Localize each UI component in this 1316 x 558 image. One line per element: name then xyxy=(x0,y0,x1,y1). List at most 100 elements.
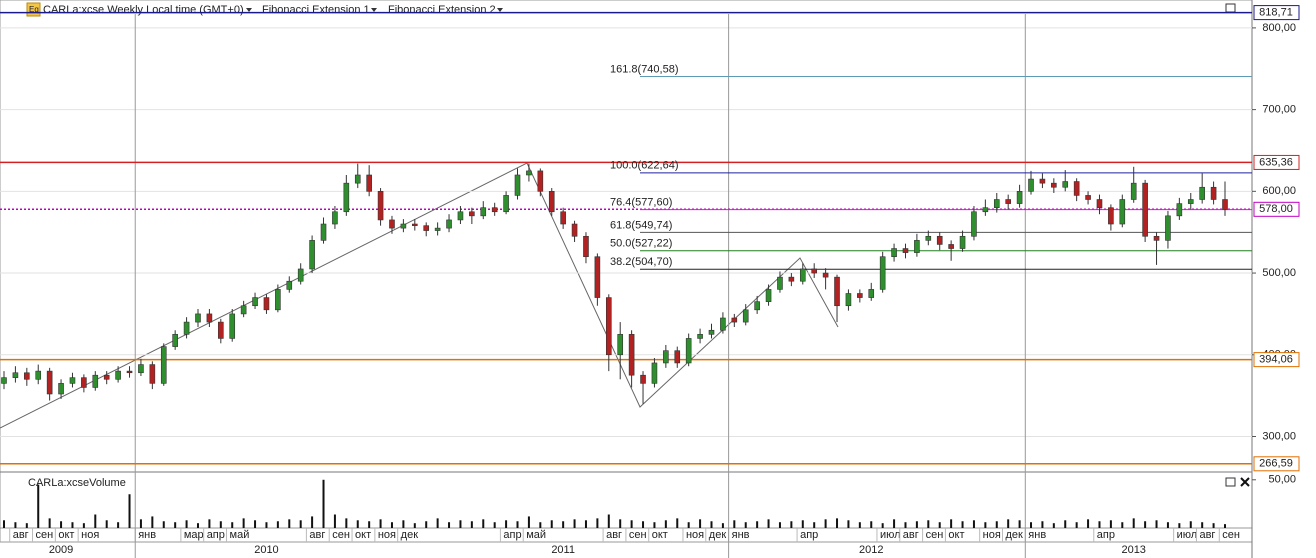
header-study[interactable]: Fibonacci Extension 2 xyxy=(388,4,496,16)
candle-body xyxy=(400,223,407,229)
icon-text: Eq xyxy=(29,5,39,14)
month-label: май xyxy=(230,529,250,541)
header-study[interactable]: Fibonacci Extension 1 xyxy=(262,4,370,16)
candle-body xyxy=(1222,199,1228,210)
volume-bar xyxy=(550,520,553,528)
candle-body xyxy=(1165,215,1171,241)
candle-body xyxy=(46,370,53,395)
volume-bar xyxy=(596,518,599,528)
candle-body xyxy=(491,207,498,213)
year-label: 2011 xyxy=(551,544,575,556)
month-label: ноя xyxy=(81,529,99,541)
volume-bar xyxy=(1087,519,1090,528)
candle-body xyxy=(720,317,726,331)
volume-bar xyxy=(995,521,998,528)
month-label: ноя xyxy=(378,529,396,541)
candle-body xyxy=(275,289,281,311)
candle-body xyxy=(640,374,646,384)
volume-bar xyxy=(448,522,451,528)
candle-body xyxy=(469,211,475,217)
candle-body xyxy=(81,377,87,388)
candle-body xyxy=(297,268,304,282)
y-tick-label: 800,00 xyxy=(1262,22,1296,34)
candle-body xyxy=(993,199,1000,208)
dropdown-arrow[interactable] xyxy=(246,8,252,12)
candle-body xyxy=(103,374,110,380)
candle-body xyxy=(1119,199,1126,225)
candle-body xyxy=(389,219,395,229)
volume-bar xyxy=(756,521,759,528)
candle-body xyxy=(811,268,817,274)
volume-bar xyxy=(915,521,918,528)
month-label: дек xyxy=(401,529,419,541)
volume-bar xyxy=(1189,521,1192,528)
candle-body xyxy=(434,227,441,231)
month-label: дек xyxy=(1005,529,1023,541)
candle-body xyxy=(183,321,190,335)
volume-bar xyxy=(14,522,17,528)
dropdown-arrow[interactable] xyxy=(497,8,503,12)
header-symbol[interactable]: CARLa:xcse Weekly Local time (GMT+0) xyxy=(43,4,244,16)
candle-body xyxy=(1096,199,1103,208)
volume-bar xyxy=(390,522,393,528)
volume-bar xyxy=(1098,521,1101,528)
volume-bar xyxy=(128,494,131,528)
volume-bar xyxy=(482,519,485,528)
volume-bar xyxy=(630,520,633,528)
volume-bar xyxy=(733,520,736,528)
month-label: сен xyxy=(629,529,647,541)
month-label: янв xyxy=(138,529,156,541)
volume-bar xyxy=(459,520,462,528)
candle-body xyxy=(12,372,19,378)
candle-body xyxy=(412,223,418,226)
candle-body xyxy=(571,223,578,237)
candle-body xyxy=(891,248,897,258)
level-label: 818,71 xyxy=(1259,7,1293,19)
candle-body xyxy=(149,364,156,384)
month-label: дек xyxy=(709,529,727,541)
volume-bar xyxy=(254,520,257,528)
month-label: янв xyxy=(1028,529,1046,541)
candle-body xyxy=(754,301,760,311)
month-label: сен xyxy=(1222,529,1240,541)
close-button[interactable] xyxy=(1240,477,1250,487)
month-label: июл xyxy=(880,529,901,541)
volume-bar xyxy=(1052,523,1055,528)
candle-body xyxy=(788,276,795,282)
candle-body xyxy=(742,309,749,323)
candle-body xyxy=(1039,178,1046,184)
volume-bar xyxy=(664,520,667,528)
volume-bar xyxy=(1155,520,1158,528)
candle-body xyxy=(286,280,293,290)
volume-bar xyxy=(790,521,793,528)
level-label: 266,59 xyxy=(1259,458,1293,470)
level-label-box xyxy=(1253,456,1300,472)
volume-bar xyxy=(1166,522,1169,528)
volume-bar xyxy=(619,519,622,528)
candle-body xyxy=(663,350,669,364)
candle-body xyxy=(263,297,270,311)
volume-bar xyxy=(881,523,884,528)
year-label: 2012 xyxy=(859,544,883,556)
level-label-box xyxy=(1253,201,1300,217)
volume-bar xyxy=(516,521,519,528)
candle-body xyxy=(206,313,213,323)
month-label: сен xyxy=(926,529,944,541)
candle-body xyxy=(354,174,361,184)
maximize-button[interactable] xyxy=(1225,3,1236,13)
dropdown-arrow[interactable] xyxy=(371,8,377,12)
volume-bar xyxy=(527,516,530,528)
month-label: апр xyxy=(1097,529,1115,541)
candle-body xyxy=(959,235,966,249)
year-label: 2010 xyxy=(254,544,278,556)
maximize-button[interactable] xyxy=(1225,477,1236,487)
month-label: авг xyxy=(606,529,622,541)
volume-bar xyxy=(208,519,211,528)
candle-body xyxy=(799,268,806,282)
candle-body xyxy=(902,248,909,253)
volume-bar xyxy=(984,522,987,528)
volume-bar xyxy=(3,520,5,528)
month-label: авг xyxy=(13,529,29,541)
candle-body xyxy=(731,317,738,323)
volume-bar xyxy=(870,521,873,528)
